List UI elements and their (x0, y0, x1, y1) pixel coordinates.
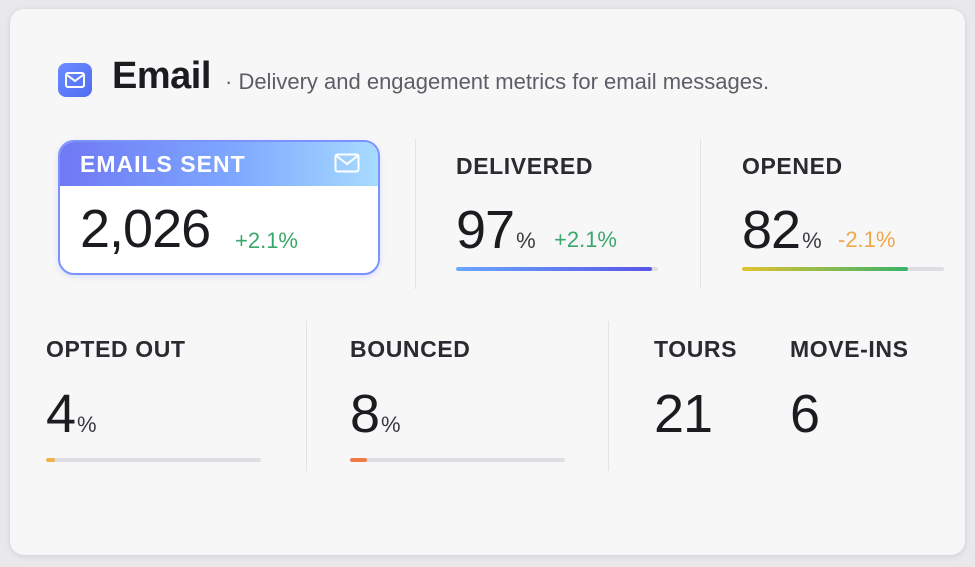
delivered-label: DELIVERED (456, 153, 594, 179)
bounced-progress-fill (350, 458, 368, 462)
mail-icon (58, 63, 92, 97)
bounced-value: 8% (350, 384, 401, 444)
delivered-progress-fill (456, 267, 652, 271)
tours-label: TOURS (654, 336, 738, 362)
opted-out-value: 4% (46, 384, 97, 444)
move-ins-value: 6 (790, 384, 820, 444)
emails-sent-label: EMAILS SENT (80, 151, 246, 177)
email-metrics-card: Email · Delivery and engagement metrics … (10, 9, 965, 555)
opted-out-progress-fill (46, 458, 55, 462)
divider (415, 139, 416, 289)
emails-sent-header: EMAILS SENT (60, 142, 378, 186)
opened-label: OPENED (742, 153, 843, 179)
emails-sent-tile[interactable]: EMAILS SENT 2,026 +2.1% (58, 140, 380, 275)
opened-progress-bar (742, 267, 944, 271)
opened-delta: -2.1% (838, 227, 896, 252)
opened-value: 82% (742, 200, 822, 260)
bounced-progress-bar (350, 458, 565, 462)
tours-value: 21 (654, 384, 713, 444)
delivered-progress-bar (456, 267, 658, 271)
delivered-delta: +2.1% (554, 227, 617, 252)
page-title: Email (112, 55, 211, 97)
emails-sent-delta: +2.1% (235, 228, 298, 253)
page-subtitle: · Delivery and engagement metrics for em… (225, 69, 770, 94)
delivered-value: 97% (456, 200, 536, 260)
divider (306, 321, 307, 471)
mail-icon (334, 153, 360, 178)
move-ins-label: MOVE-INS (790, 336, 909, 362)
opted-out-label: OPTED OUT (46, 336, 186, 362)
emails-sent-value: 2,026 (80, 199, 211, 259)
bounced-label: BOUNCED (350, 336, 471, 362)
opted-out-progress-bar (46, 458, 261, 462)
opened-progress-fill (742, 267, 908, 271)
divider (608, 321, 609, 471)
divider (700, 139, 701, 289)
